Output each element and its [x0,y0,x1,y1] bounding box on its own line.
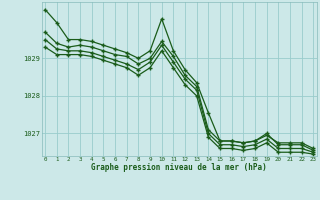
X-axis label: Graphe pression niveau de la mer (hPa): Graphe pression niveau de la mer (hPa) [91,164,267,172]
